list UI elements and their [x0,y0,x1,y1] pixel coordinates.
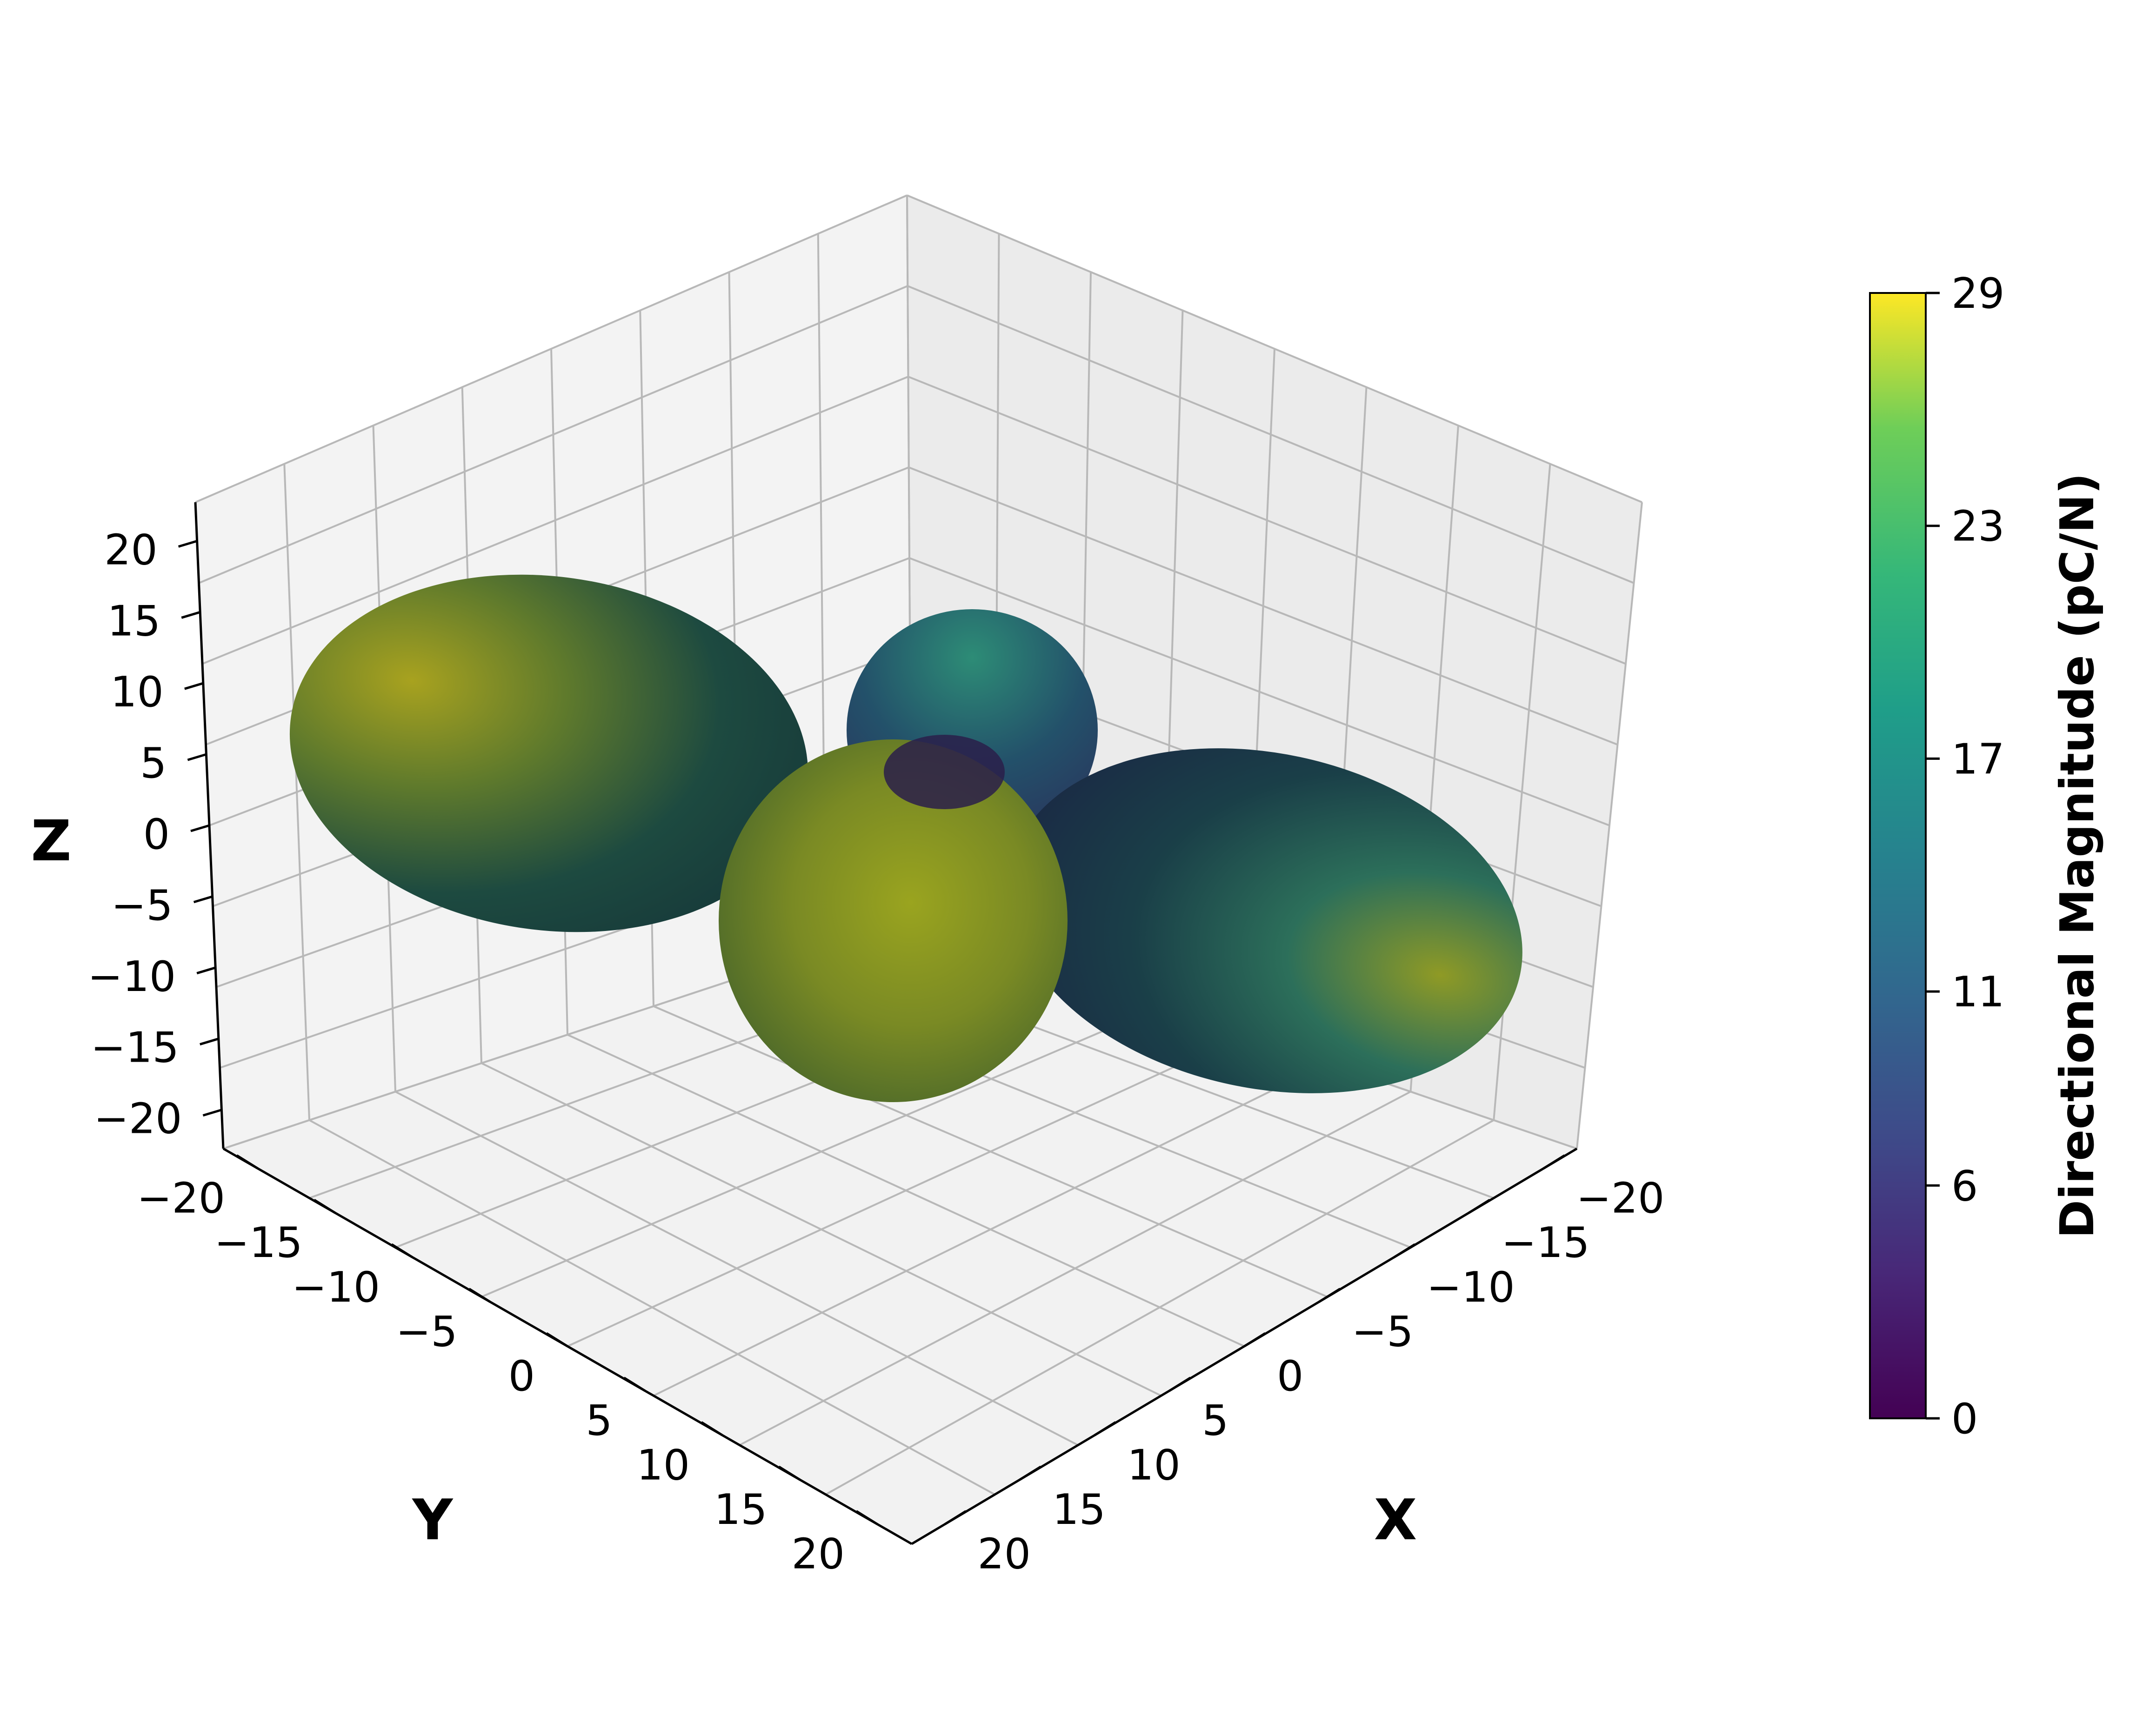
y-tick-mark [855,1510,878,1525]
y-tick-label: 10 [636,1441,690,1490]
x-tick-label: −20 [1576,1174,1665,1223]
z-tick-label: −20 [93,1095,182,1144]
colorbar-ticks: 0 6 11 17 23 29 [1926,269,2005,1443]
grid-line [739,1091,1411,1446]
y-tick-mark [701,1421,723,1436]
y-tick-mark [546,1332,568,1348]
z-tick-mark [181,611,200,619]
y-tick-mark [314,1199,336,1214]
y-tick-mark [623,1377,646,1392]
x-ticks: −20−15−10 −5 05 10 15 20 [944,1154,1665,1579]
colorbar: 0 6 11 17 23 29 Directional Magnitude (pC/N) [1869,269,2104,1443]
colorbar-label: Directional Magnitude (pC/N) [2050,473,2104,1238]
lobe-left [289,574,808,932]
z-tick-label: 10 [110,668,164,717]
y-tick-label: 5 [586,1396,612,1445]
x-tick-mark [1468,1199,1490,1214]
grid-line [653,1062,1328,1397]
y-tick-label: −15 [214,1218,303,1267]
x-tick-label: 10 [1127,1441,1181,1490]
colorbar-tick-label: 17 [1951,735,2005,784]
lobe-center [884,735,1005,809]
x-tick-label: 15 [1052,1485,1106,1534]
y-tick-label: −20 [137,1174,225,1223]
x-tick-mark [1168,1377,1191,1392]
y-tick-label: 0 [508,1352,535,1401]
y-tick-label: 15 [714,1485,768,1534]
z-ticks: −20 −15 −10 −5 0 5 10 15 20 [87,525,222,1144]
x-tick-mark [1243,1332,1266,1348]
z-tick-mark [184,682,204,690]
x-tick-label: −10 [1427,1263,1515,1312]
z-tick-mark [196,966,216,975]
grid-line [567,1034,1245,1347]
y-tick-mark [468,1288,491,1303]
y-tick-label: −5 [396,1307,458,1356]
colorbar-tick-label: 11 [1951,968,2005,1017]
directional-surface [289,574,1522,1102]
z-tick-label: 20 [104,525,158,574]
y-axis-label: Y [412,1488,454,1553]
grid-line [1576,502,1643,1149]
lobe-front [719,739,1068,1102]
colorbar-tick-label: 29 [1951,269,2005,318]
x-tick-label: 0 [1277,1352,1303,1401]
y-tick-label: 20 [791,1530,845,1579]
z-tick-label: −10 [87,952,176,1001]
x-tick-label: −15 [1502,1218,1590,1267]
z-tick-mark [202,1109,222,1117]
z-tick-mark [200,1037,219,1046]
y-tick-mark [391,1243,414,1258]
z-tick-label: 5 [140,739,167,788]
colorbar-tick-label: 0 [1951,1395,1978,1443]
grid-line [825,1119,1495,1496]
x-tick-mark [1019,1465,1041,1481]
z-tick-mark [187,753,207,761]
grid-line [909,557,1610,826]
y-tick-mark [778,1465,801,1481]
x-tick-mark [1318,1288,1341,1303]
z-tick-label: 15 [107,597,161,645]
z-tick-mark [190,824,210,832]
lobe-right [1008,748,1522,1093]
colorbar-tick-label: 6 [1951,1162,1978,1210]
x-tick-label: 20 [978,1530,1031,1579]
z-axis-label: Z [31,809,71,874]
colorbar-bar [1869,292,1927,1419]
z-tick-label: −5 [111,881,173,930]
x-tick-mark [944,1510,967,1525]
x-axis-label: X [1374,1488,1417,1553]
y-tick-mark [236,1154,259,1170]
z-tick-label: 0 [143,810,170,859]
x-tick-label: 5 [1202,1396,1228,1445]
x-tick-label: −5 [1352,1307,1414,1356]
z-tick-mark [193,895,213,904]
x-tick-mark [1094,1421,1116,1436]
x-tick-mark [1543,1154,1565,1170]
z-tick-label: −15 [91,1024,179,1072]
colorbar-tick-label: 23 [1951,502,2005,551]
y-ticks: −20−15−10 −5 0 5 10 15 20 [137,1154,878,1579]
x-tick-mark [1393,1243,1416,1258]
y-tick-label: −10 [292,1263,380,1312]
z-tick-mark [178,540,198,548]
grid-line [653,1005,1328,1298]
